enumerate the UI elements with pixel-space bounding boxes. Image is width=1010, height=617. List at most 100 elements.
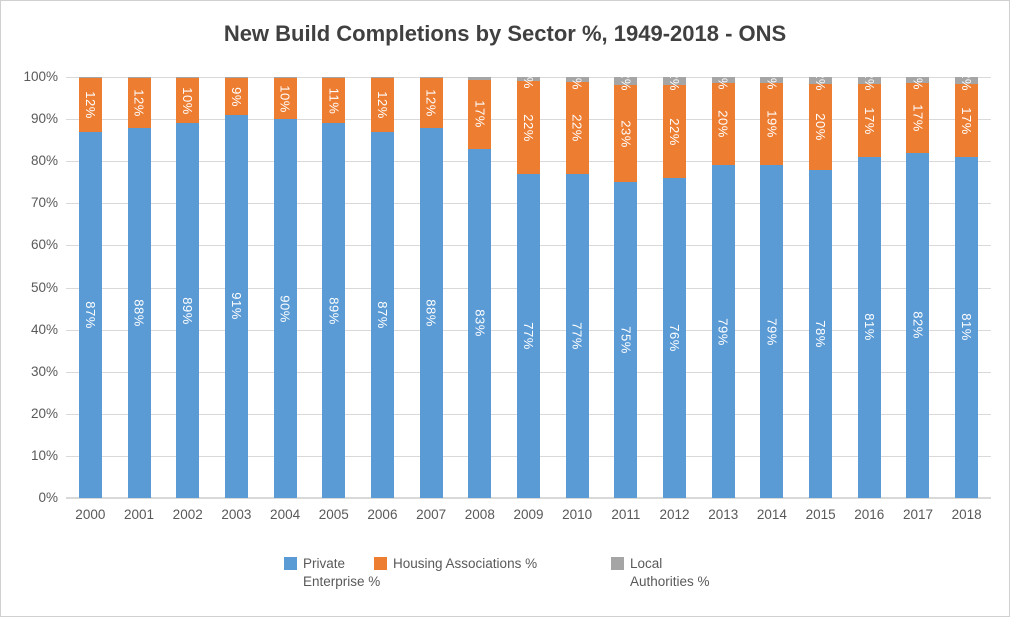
bar-segment-private-enterprise bbox=[760, 165, 784, 498]
bar-label-housing-associations: 20% bbox=[813, 113, 829, 141]
bar-group-2010: 77% 22% 1% bbox=[565, 77, 589, 498]
bar-label-housing-associations: 17% bbox=[910, 104, 926, 132]
bar-label-local-authorities: 1% bbox=[521, 77, 536, 89]
bar-label-local-authorities: 2% bbox=[959, 77, 975, 91]
bar-segment-private-enterprise bbox=[78, 131, 102, 498]
legend-label: Local Authorities % bbox=[630, 556, 710, 589]
chart-title: New Build Completions by Sector %, 1949-… bbox=[223, 21, 787, 46]
bar-segment-private-enterprise bbox=[419, 127, 443, 498]
bar-label-private-enterprise: 91% bbox=[228, 292, 244, 321]
bar-label-housing-associations: 12% bbox=[374, 91, 390, 119]
bar-segment-housing-associations bbox=[906, 82, 930, 153]
bar-segment-private-enterprise bbox=[857, 157, 881, 498]
legend-item-local-authorities: Local Authorities % bbox=[611, 555, 722, 591]
bar-segment-housing-associations bbox=[273, 78, 297, 120]
bar-label-housing-associations: 19% bbox=[764, 110, 780, 139]
bar-label-housing-associations: 17% bbox=[861, 106, 877, 135]
bar-segment-local-authorities bbox=[322, 77, 346, 79]
bar-group-2014: 79% 19% 2% bbox=[760, 77, 784, 498]
bar-label-private-enterprise: 88% bbox=[131, 298, 147, 327]
x-axis-tick-label: 2011 bbox=[611, 507, 641, 522]
bar-label-local-authorities: 1% bbox=[569, 77, 585, 90]
bar-segment-local-authorities bbox=[224, 77, 248, 79]
bar-segment-local-authorities bbox=[809, 77, 833, 85]
y-axis-tick-label: 40% bbox=[30, 321, 58, 337]
bar-segment-private-enterprise bbox=[176, 123, 200, 498]
plot-area: 87% 12% 88% 12% 89% 10% 91% 9% 90% 10% 89% 11% 87% 12… bbox=[66, 77, 991, 499]
bar-group-2004: 90% 10% bbox=[273, 77, 297, 498]
legend-swatch-icon bbox=[611, 557, 624, 570]
y-axis-tick-label: 10% bbox=[30, 447, 58, 463]
bar-label-private-enterprise: 77% bbox=[521, 322, 536, 350]
bar-segment-housing-associations bbox=[468, 79, 492, 149]
y-axis-tick-label: 20% bbox=[30, 405, 58, 421]
bar-segment-private-enterprise bbox=[711, 165, 735, 498]
bar-segment-local-authorities bbox=[468, 77, 492, 80]
bar-group-2002: 89% 10% bbox=[176, 77, 200, 498]
y-axis-tick-label: 80% bbox=[30, 153, 58, 169]
legend-label: Housing Associations % bbox=[393, 556, 538, 571]
bar-label-private-enterprise: 87% bbox=[82, 301, 98, 329]
bar-group-2003: 91% 9% bbox=[224, 77, 248, 498]
bar-label-private-enterprise: 81% bbox=[959, 313, 975, 342]
bar-segment-housing-associations bbox=[322, 78, 346, 124]
bar-segment-housing-associations bbox=[955, 84, 979, 157]
x-axis-tick-label: 2003 bbox=[221, 507, 252, 522]
bar-segment-private-enterprise bbox=[809, 169, 833, 498]
bar-label-private-enterprise: 75% bbox=[618, 326, 634, 354]
bar-segment-private-enterprise bbox=[663, 178, 687, 498]
bar-group-2017: 82% 17% 1% bbox=[906, 77, 930, 498]
bar-label-private-enterprise: 79% bbox=[764, 317, 780, 346]
bar-segment-local-authorities bbox=[419, 77, 443, 79]
y-axis-tick-label: 90% bbox=[30, 111, 58, 127]
bar-segment-private-enterprise bbox=[370, 131, 394, 498]
bar-label-private-enterprise: 77% bbox=[569, 322, 585, 350]
legend-swatch-icon bbox=[284, 557, 297, 570]
legend-label: Private Enterprise % bbox=[303, 556, 381, 589]
bar-segment-local-authorities bbox=[906, 77, 930, 83]
bar-label-local-authorities: 2% bbox=[667, 77, 683, 92]
bar-segment-housing-associations bbox=[663, 85, 687, 179]
bar-group-2011: 75% 23% 2% bbox=[614, 77, 638, 498]
bar-group-2007: 88% 12% bbox=[419, 77, 443, 498]
bar-label-housing-associations: 11% bbox=[326, 87, 342, 115]
x-axis-tick-label: 2015 bbox=[805, 507, 836, 522]
bar-segment-housing-associations bbox=[176, 78, 200, 124]
legend-item-housing-associations: Housing Associations % bbox=[374, 555, 613, 573]
legend-swatch-icon bbox=[374, 557, 387, 570]
bar-segment-housing-associations bbox=[127, 77, 151, 128]
bar-segment-local-authorities bbox=[78, 77, 102, 78]
bar-segment-private-enterprise bbox=[273, 119, 297, 498]
bar-label-housing-associations: 22% bbox=[521, 113, 536, 142]
bar-label-private-enterprise: 81% bbox=[861, 313, 877, 342]
bar-segment-local-authorities bbox=[127, 77, 151, 78]
y-axis-tick-label: 50% bbox=[30, 279, 58, 295]
bar-label-local-authorities: 2% bbox=[813, 77, 829, 91]
bar-label-local-authorities: 1% bbox=[715, 77, 731, 90]
bar-group-2015: 78% 20% 2% bbox=[809, 77, 833, 498]
bar-group-2008: 83% 17% bbox=[468, 77, 492, 498]
bar-segment-housing-associations bbox=[78, 77, 102, 132]
bar-label-housing-associations: 23% bbox=[618, 119, 634, 148]
bar-label-housing-associations: 12% bbox=[131, 88, 147, 117]
bar-segment-private-enterprise bbox=[565, 173, 589, 498]
x-axis-tick-label: 2018 bbox=[951, 507, 982, 522]
bar-segment-housing-associations bbox=[614, 85, 638, 183]
bar-group-2012: 76% 22% 2% bbox=[663, 77, 687, 498]
bar-label-private-enterprise: 83% bbox=[472, 309, 488, 338]
bar-segment-local-authorities bbox=[614, 77, 638, 85]
bar-group-2005: 89% 11% bbox=[322, 77, 346, 498]
y-axis-tick-label: 60% bbox=[30, 237, 58, 253]
bar-segment-private-enterprise bbox=[224, 114, 248, 498]
bar-segment-private-enterprise bbox=[468, 148, 492, 498]
x-axis-tick-label: 2010 bbox=[562, 507, 593, 522]
y-axis-tick-label: 70% bbox=[30, 195, 58, 211]
bar-segment-housing-associations bbox=[760, 83, 784, 166]
bar-segment-housing-associations bbox=[857, 84, 881, 157]
x-axis-tick-label: 2016 bbox=[854, 507, 885, 522]
bar-segment-housing-associations bbox=[517, 81, 540, 174]
bar-label-private-enterprise: 76% bbox=[667, 324, 683, 352]
bar-label-housing-associations: 22% bbox=[667, 117, 683, 146]
x-axis-tick-label: 2007 bbox=[416, 507, 447, 522]
bar-segment-housing-associations bbox=[809, 84, 833, 170]
